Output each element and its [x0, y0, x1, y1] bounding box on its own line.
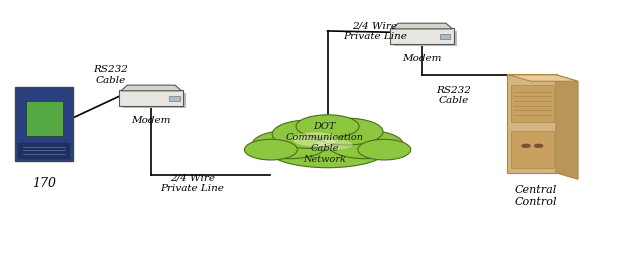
- FancyBboxPatch shape: [16, 87, 73, 161]
- FancyBboxPatch shape: [390, 28, 454, 44]
- Ellipse shape: [268, 132, 387, 168]
- Ellipse shape: [315, 139, 353, 150]
- FancyBboxPatch shape: [510, 131, 554, 168]
- FancyBboxPatch shape: [440, 34, 450, 39]
- Ellipse shape: [252, 130, 328, 159]
- Polygon shape: [556, 75, 578, 179]
- Ellipse shape: [328, 130, 403, 159]
- Text: RS232
Cable: RS232 Cable: [93, 65, 128, 85]
- Text: 2/4 Wire
Private Line: 2/4 Wire Private Line: [343, 21, 407, 41]
- Text: Central
Control: Central Control: [514, 185, 557, 207]
- Ellipse shape: [296, 115, 359, 138]
- Ellipse shape: [310, 118, 383, 145]
- Text: Modem: Modem: [403, 54, 442, 63]
- FancyBboxPatch shape: [510, 85, 554, 122]
- Ellipse shape: [272, 120, 345, 148]
- FancyBboxPatch shape: [394, 31, 457, 46]
- Circle shape: [534, 144, 543, 148]
- Polygon shape: [392, 23, 452, 29]
- Ellipse shape: [293, 132, 337, 147]
- Text: RS232
Cable: RS232 Cable: [436, 86, 471, 105]
- Polygon shape: [509, 75, 578, 81]
- FancyBboxPatch shape: [123, 93, 186, 108]
- Text: DOT
Communication
Cable
Network: DOT Communication Cable Network: [285, 122, 364, 164]
- Circle shape: [522, 144, 530, 148]
- Text: 2/4 Wire
Private Line: 2/4 Wire Private Line: [160, 173, 224, 193]
- FancyBboxPatch shape: [18, 143, 71, 159]
- FancyBboxPatch shape: [26, 101, 63, 136]
- FancyBboxPatch shape: [169, 96, 180, 101]
- Text: Modem: Modem: [132, 116, 171, 125]
- Ellipse shape: [244, 139, 297, 160]
- Ellipse shape: [358, 139, 411, 160]
- FancyBboxPatch shape: [119, 90, 183, 106]
- Text: 170: 170: [32, 177, 56, 190]
- Polygon shape: [121, 85, 181, 91]
- FancyBboxPatch shape: [508, 74, 558, 173]
